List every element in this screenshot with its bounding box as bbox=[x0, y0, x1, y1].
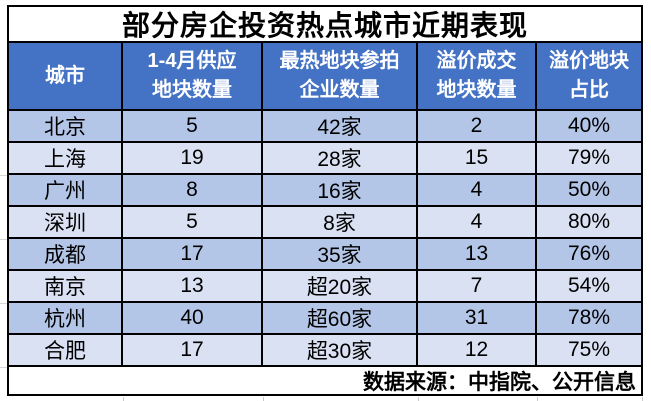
table-cell[interactable]: 上海 bbox=[9, 143, 123, 173]
header-supply-plots[interactable]: 1-4月供应 地块数量 bbox=[123, 43, 263, 109]
table-row-shenzhen: 深圳 5 8家 4 80% bbox=[9, 207, 641, 239]
table-cell[interactable]: 17 bbox=[123, 239, 263, 269]
table-cell[interactable]: 40% bbox=[567, 114, 611, 137]
gridline bbox=[642, 397, 643, 401]
table-cell[interactable]: 超60家 bbox=[263, 303, 418, 333]
table-cell[interactable]: 7 bbox=[418, 271, 537, 301]
header-row: 城市 1-4月供应 地块数量 最热地块参拍 企业数量 溢价成交 地块数量 溢价地… bbox=[9, 43, 641, 111]
table-cell[interactable]: 成都 bbox=[9, 239, 123, 269]
table-row-nanjing: 南京 13 超20家 7 54% bbox=[9, 271, 641, 303]
table-cell[interactable]: 超30家 bbox=[263, 335, 418, 365]
table-cell[interactable]: 4 bbox=[418, 207, 537, 237]
table-cell[interactable]: 31 bbox=[418, 303, 537, 333]
table-cell[interactable]: 8 bbox=[123, 175, 263, 205]
table-cell[interactable]: 杭州 bbox=[9, 303, 123, 333]
header-city[interactable]: 城市 bbox=[9, 43, 123, 109]
gridline bbox=[0, 367, 7, 368]
table-cell[interactable]: 19 bbox=[123, 143, 263, 173]
table-cell[interactable]: 深圳 bbox=[9, 207, 123, 237]
source-note-text: 数据来源：中指院、公开信息 bbox=[363, 370, 636, 394]
table-cell[interactable]: 5 bbox=[123, 207, 263, 237]
table-title: 部分房企投资热点城市近期表现 bbox=[9, 7, 641, 43]
table-cell[interactable]: 广州 bbox=[9, 175, 123, 205]
table-cell[interactable]: 合肥 bbox=[9, 335, 123, 365]
table-cell[interactable]: 4 bbox=[418, 175, 537, 205]
table-cell[interactable]: 35家 bbox=[263, 239, 418, 269]
table-cell[interactable]: 12 bbox=[418, 335, 537, 365]
table-title-text: 部分房企投资热点城市近期表现 bbox=[121, 10, 528, 41]
header-bidder-companies[interactable]: 最热地块参拍 企业数量 bbox=[263, 43, 418, 109]
gridline bbox=[0, 175, 7, 176]
table-cell[interactable]: 16家 bbox=[263, 175, 418, 205]
table-cell[interactable]: 南京 bbox=[9, 271, 123, 301]
header-premium-sold-plots[interactable]: 溢价成交 地块数量 bbox=[418, 43, 537, 109]
gridline bbox=[418, 397, 419, 401]
source-note: 数据来源：中指院、公开信息 bbox=[9, 367, 641, 394]
table-row-hefei: 合肥 17 超30家 12 75% bbox=[9, 335, 641, 367]
table-cell[interactable]: 40 bbox=[123, 303, 263, 333]
table-row-chengdu: 成都 17 35家 13 76% bbox=[9, 239, 641, 271]
table-row-beijing: 北京 5 42家 2 40% bbox=[9, 111, 641, 143]
gridline bbox=[0, 239, 7, 240]
header-premium-ratio[interactable]: 溢价地块 占比 bbox=[549, 50, 629, 101]
table-cell[interactable]: 54% bbox=[567, 274, 611, 297]
table-cell[interactable]: 75% bbox=[567, 338, 611, 361]
gridline bbox=[263, 397, 264, 401]
sheet-gridlines bbox=[0, 396, 651, 401]
table-cell[interactable]: 5 bbox=[123, 111, 263, 141]
gridline bbox=[123, 397, 124, 401]
table-cell[interactable]: 2 bbox=[418, 111, 537, 141]
table-cell[interactable]: 76% bbox=[567, 242, 611, 265]
table-cell[interactable]: 北京 bbox=[9, 111, 123, 141]
table-cell[interactable]: 13 bbox=[418, 239, 537, 269]
table-row-shanghai: 上海 19 28家 15 79% bbox=[9, 143, 641, 175]
table-cell[interactable]: 78% bbox=[567, 306, 611, 329]
table-cell[interactable]: 42家 bbox=[263, 111, 418, 141]
gridline bbox=[0, 303, 7, 304]
table-cell[interactable]: 80% bbox=[567, 210, 611, 233]
table-cell[interactable]: 50% bbox=[567, 178, 611, 201]
table-cell[interactable]: 13 bbox=[123, 271, 263, 301]
table-row-hangzhou: 杭州 40 超60家 31 78% bbox=[9, 303, 641, 335]
table-cell[interactable]: 超20家 bbox=[263, 271, 418, 301]
table-cell[interactable]: 79% bbox=[567, 146, 611, 169]
table-cell[interactable]: 28家 bbox=[263, 143, 418, 173]
table-cell[interactable]: 8家 bbox=[263, 207, 418, 237]
gridline bbox=[537, 397, 538, 401]
table-cell[interactable]: 17 bbox=[123, 335, 263, 365]
table-row-guangzhou: 广州 8 16家 4 50% bbox=[9, 175, 641, 207]
data-table: 部分房企投资热点城市近期表现 城市 1-4月供应 地块数量 最热地块参拍 企业数… bbox=[7, 5, 643, 396]
table-cell[interactable]: 15 bbox=[418, 143, 537, 173]
